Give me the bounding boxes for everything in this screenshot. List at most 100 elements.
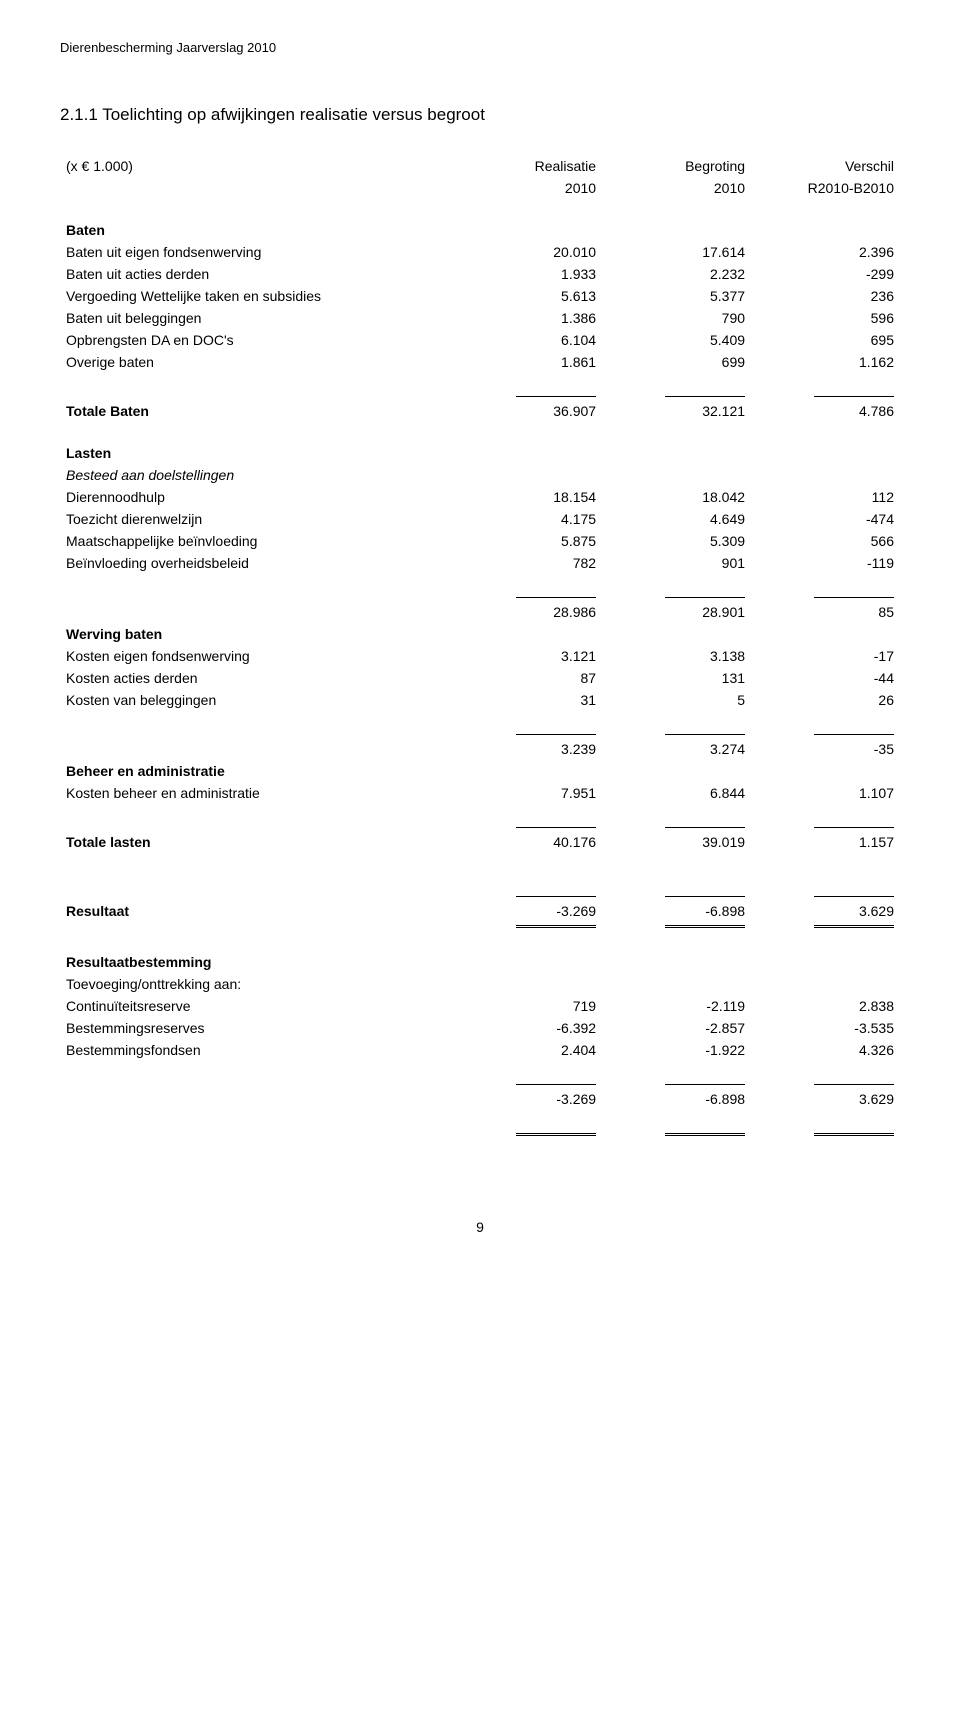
group-header: Beheer en administratie	[60, 760, 900, 782]
cell: -17	[751, 645, 900, 667]
table-header-row: 2010 2010 R2010-B2010	[60, 177, 900, 199]
cell: 1.861	[453, 351, 602, 373]
table-row: Dierennoodhulp18.15418.042112	[60, 486, 900, 508]
toevoeging-label: Toevoeging/onttrekking aan:	[60, 973, 453, 995]
rule-thin	[665, 827, 745, 828]
row-label: Baten uit beleggingen	[60, 307, 453, 329]
table-row: Bestemmingsreserves-6.392-2.857-3.535	[60, 1017, 900, 1039]
table-row: Maatschappelijke beïnvloeding5.8755.3095…	[60, 530, 900, 552]
table-header-row: (x € 1.000) Realisatie Begroting Verschi…	[60, 155, 900, 177]
table-row: Kosten acties derden87131-44	[60, 667, 900, 689]
rule-row	[60, 731, 900, 738]
row-label: Toezicht dierenwelzijn	[60, 508, 453, 530]
row-label: Beïnvloeding overheidsbeleid	[60, 552, 453, 574]
cell: 18.042	[602, 486, 751, 508]
row-label: Overige baten	[60, 351, 453, 373]
row-label: Continuïteitsreserve	[60, 995, 453, 1017]
rule-thin	[665, 896, 745, 897]
row-label: Kosten van beleggingen	[60, 689, 453, 711]
lasten-header: Lasten	[60, 442, 453, 464]
cell: -44	[751, 667, 900, 689]
col-header: Verschil	[751, 155, 900, 177]
cell: 699	[602, 351, 751, 373]
table-row: Continuïteitsreserve719-2.1192.838	[60, 995, 900, 1017]
cell: 901	[602, 552, 751, 574]
cell: 782	[453, 552, 602, 574]
cell: 2.404	[453, 1039, 602, 1061]
cell: 719	[453, 995, 602, 1017]
subtotal-row: 28.98628.90185	[60, 601, 900, 623]
cell: 3.629	[751, 900, 900, 922]
rule-thin	[814, 734, 894, 735]
cell: 4.786	[751, 400, 900, 422]
financial-table: (x € 1.000) Realisatie Begroting Verschi…	[60, 155, 900, 1139]
cell: 1.107	[751, 782, 900, 804]
table-row: Bestemmingsfondsen2.404-1.9224.326	[60, 1039, 900, 1061]
rule-double	[516, 925, 596, 928]
cell: 31	[453, 689, 602, 711]
cell: 17.614	[602, 241, 751, 263]
rule-row	[60, 393, 900, 400]
rule-thin	[516, 896, 596, 897]
cell: -3.535	[751, 1017, 900, 1039]
cell: 566	[751, 530, 900, 552]
col-subheader: 2010	[453, 177, 602, 199]
cell: 2.396	[751, 241, 900, 263]
row-label: Maatschappelijke beïnvloeding	[60, 530, 453, 552]
rule-thin	[814, 597, 894, 598]
rule-row	[60, 1130, 900, 1139]
table-row: Beïnvloeding overheidsbeleid782901-119	[60, 552, 900, 574]
cell: 790	[602, 307, 751, 329]
table-row: Kosten beheer en administratie7.9516.844…	[60, 782, 900, 804]
table-row: Baten uit eigen fondsenwerving20.01017.6…	[60, 241, 900, 263]
cell: 5.377	[602, 285, 751, 307]
besteed-label: Besteed aan doelstellingen	[60, 464, 453, 486]
totale-baten-label: Totale Baten	[60, 400, 453, 422]
cell: -474	[751, 508, 900, 530]
result-row: Resultaat-3.269-6.8983.629	[60, 900, 900, 922]
row-label: Kosten acties derden	[60, 667, 453, 689]
col-header: Begroting	[602, 155, 751, 177]
cell: 28.901	[602, 601, 751, 623]
row-label: Kosten beheer en administratie	[60, 782, 453, 804]
rule-row	[60, 893, 900, 900]
group-header: Lasten	[60, 442, 900, 464]
group-header: Baten	[60, 219, 900, 241]
rule-thin	[814, 396, 894, 397]
cell: -2.119	[602, 995, 751, 1017]
cell: -6.898	[602, 900, 751, 922]
subtotal-row: Totale lasten40.17639.0191.157	[60, 831, 900, 853]
rule-thin	[516, 734, 596, 735]
rule-double	[814, 925, 894, 928]
cell: -1.922	[602, 1039, 751, 1061]
rule-thin	[665, 396, 745, 397]
section-title: 2.1.1 Toelichting op afwijkingen realisa…	[60, 105, 900, 125]
rule-thin	[665, 597, 745, 598]
cell: 1.933	[453, 263, 602, 285]
cell: 85	[751, 601, 900, 623]
rule-double	[516, 1133, 596, 1136]
cell: 5.409	[602, 329, 751, 351]
cell: -3.269	[453, 900, 602, 922]
group-header: Werving baten	[60, 623, 900, 645]
rule-thin	[516, 1084, 596, 1085]
subtotal-row: 3.2393.274-35	[60, 738, 900, 760]
rule-thin	[814, 896, 894, 897]
cell: 3.239	[453, 738, 602, 760]
cell: -3.269	[453, 1088, 602, 1110]
cell: 7.951	[453, 782, 602, 804]
unit-note: (x € 1.000)	[60, 155, 453, 177]
table-row: Baten uit acties derden1.9332.232-299	[60, 263, 900, 285]
rule-double	[665, 925, 745, 928]
row-label: Baten uit acties derden	[60, 263, 453, 285]
cell: 5.309	[602, 530, 751, 552]
rule-row	[60, 1081, 900, 1088]
beheer-header: Beheer en administratie	[60, 760, 453, 782]
row-label: Dierennoodhulp	[60, 486, 453, 508]
rule-thin	[665, 1084, 745, 1085]
cell: 40.176	[453, 831, 602, 853]
document-header: Dierenbescherming Jaarverslag 2010	[60, 40, 900, 55]
subtotal-row: Totale Baten36.90732.1214.786	[60, 400, 900, 422]
table-row: Kosten eigen fondsenwerving3.1213.138-17	[60, 645, 900, 667]
cell: 695	[751, 329, 900, 351]
